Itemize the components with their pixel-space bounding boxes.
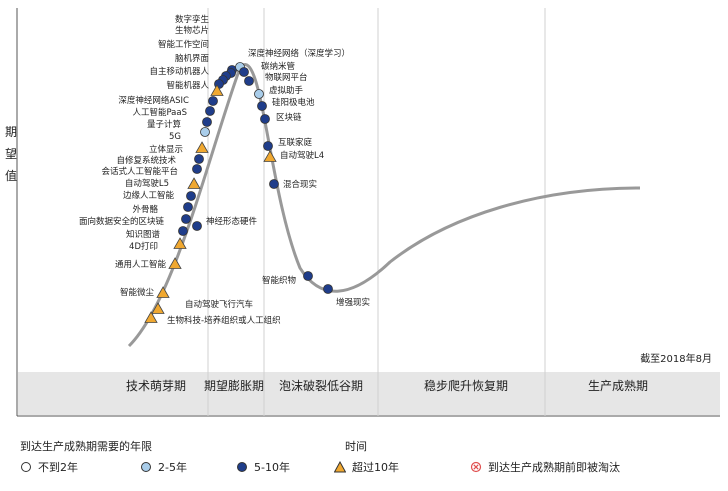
data-point-marker: [208, 96, 218, 106]
data-point-marker: [200, 127, 210, 137]
legend-item-5-10: 5-10年: [236, 459, 290, 475]
orange-triangle-icon: [334, 461, 346, 473]
data-point-label: 自主移动机器人: [149, 66, 209, 77]
data-point-label: 物联网平台: [265, 72, 308, 83]
data-point-label: 神经形态硬件: [206, 216, 258, 227]
data-point-label: 自动驾驶L5: [125, 178, 169, 189]
data-point-label: 智能机器人: [166, 80, 209, 91]
data-point-label: 智能微尘: [120, 287, 155, 298]
data-point-label: 知识图谱: [126, 229, 161, 240]
data-point-label: 深度神经网络（深度学习）: [248, 48, 350, 59]
legend-label: 5-10年: [254, 461, 290, 474]
data-point-marker: [194, 154, 204, 164]
date-note: 截至2018年8月: [640, 352, 712, 365]
data-point-marker: [210, 84, 224, 96]
data-point-label: 立体显示: [149, 144, 183, 155]
data-point-label: 量子计算: [147, 119, 182, 130]
legend-label: 超过10年: [352, 461, 399, 474]
data-point-label: 通用人工智能: [115, 259, 167, 270]
data-point-label: 生物科技-培养组织或人工组织: [167, 315, 281, 326]
data-point-marker: [173, 237, 187, 249]
data-point-marker: [178, 226, 188, 236]
legend-label: 到达生产成熟期前即被淘汰: [488, 461, 620, 474]
phase-label: 生产成熟期: [588, 378, 648, 393]
red-x-circle-icon: [470, 461, 482, 473]
data-point-marker: [151, 302, 165, 314]
data-point-marker: [202, 117, 212, 127]
phase-label: 期望膨胀期: [204, 379, 264, 393]
data-point-label: 混合现实: [283, 179, 317, 190]
white-circle-icon: [21, 462, 31, 472]
data-point-label: 数字孪生: [175, 14, 210, 25]
data-point-marker: [269, 179, 279, 189]
data-point-marker: [254, 89, 264, 99]
data-point-label: 自动驾驶L4: [280, 150, 324, 161]
data-point-marker: [263, 141, 273, 151]
legend-item-lt2: 不到2年: [20, 459, 78, 475]
data-point-marker: [168, 257, 182, 269]
phase-band: [18, 372, 720, 415]
data-point-label: 会话式人工智能平台: [101, 166, 178, 177]
data-point-label: 虚拟助手: [269, 85, 304, 96]
data-point-label: 增强现实: [336, 297, 370, 308]
data-point-marker: [205, 106, 215, 116]
data-point-marker: [186, 191, 196, 201]
data-point-marker: [239, 67, 249, 77]
data-point-marker: [323, 284, 333, 294]
legend-item-obsolete: 到达生产成熟期前即被淘汰: [470, 459, 620, 475]
data-point-marker: [263, 150, 277, 162]
data-point-marker: [187, 177, 201, 189]
data-point-label: 外骨骼: [132, 204, 158, 215]
data-point-label: 智能织物: [262, 275, 297, 286]
data-point-label: 自修复系统技术: [116, 155, 176, 166]
data-point-label: 互联家庭: [278, 137, 313, 148]
phase-label: 稳步爬升恢复期: [424, 378, 508, 393]
phase-label: 技术萌芽期: [126, 379, 186, 393]
data-point-marker: [195, 141, 209, 153]
data-point-marker: [183, 202, 193, 212]
data-point-label: 区块链: [276, 112, 302, 123]
data-point-marker: [156, 286, 170, 298]
legend-title: 到达生产成熟期需要的年限: [20, 440, 152, 453]
data-point-marker: [144, 311, 158, 323]
data-point-label: 生物芯片: [175, 25, 209, 36]
hype-curve: [127, 63, 641, 348]
data-point-label: 边缘人工智能: [123, 190, 175, 201]
data-point-label: 自动驾驶飞行汽车: [185, 299, 253, 310]
data-point-label: 脑机界面: [175, 53, 210, 64]
data-point-label: 智能工作空间: [158, 39, 209, 50]
data-point-label: 4D打印: [129, 241, 158, 252]
data-point-marker: [303, 271, 313, 281]
legend-item-gt10: 超过10年: [334, 459, 399, 475]
data-point-label: 面向数据安全的区块链: [79, 216, 165, 227]
y-axis-label: 期望值: [5, 125, 17, 183]
data-point-marker: [192, 164, 202, 174]
data-point-label: 5G: [169, 132, 181, 142]
x-axis-label: 时间: [345, 440, 367, 453]
data-point-label: 深度神经网络ASIC: [118, 95, 189, 106]
data-point-label: 硅阳极电池: [272, 97, 315, 108]
data-point-marker: [192, 221, 202, 231]
legend-label: 不到2年: [38, 461, 78, 474]
dark-blue-circle-icon: [237, 462, 247, 472]
data-point-label: 碳纳米管: [261, 61, 295, 72]
data-point-marker: [244, 76, 254, 86]
legend-label: 2-5年: [158, 461, 187, 474]
legend-item-2-5: 2-5年: [140, 459, 187, 475]
light-blue-circle-icon: [141, 462, 151, 472]
data-point-marker: [260, 114, 270, 124]
data-point-marker: [257, 101, 267, 111]
phase-label: 泡沫破裂低谷期: [279, 378, 363, 393]
data-point-label: 人工智能PaaS: [132, 107, 187, 118]
data-point-marker: [181, 214, 191, 224]
